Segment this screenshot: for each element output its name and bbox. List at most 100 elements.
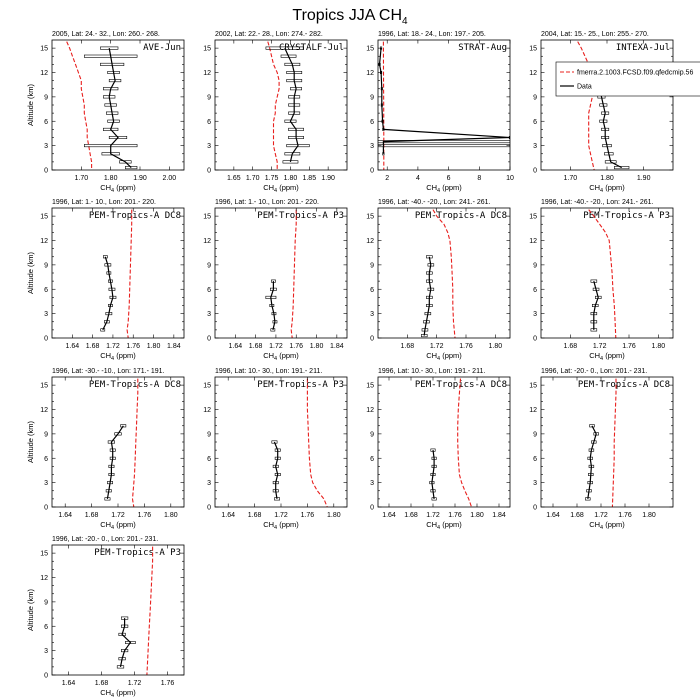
x-axis-label: CH4 (ppm) xyxy=(426,351,462,362)
y-tick-label: 3 xyxy=(44,311,48,318)
figure-title: Tropics JJA CH4 xyxy=(292,7,408,27)
x-axis-label: CH4 (ppm) xyxy=(589,351,625,362)
campaign-label: PEM-Tropics-A P3 xyxy=(94,548,181,558)
y-tick-label: 15 xyxy=(529,383,537,390)
y-tick-label: 6 xyxy=(533,119,537,126)
x-tick-label: 1.80 xyxy=(164,512,178,519)
y-tick-label: 15 xyxy=(40,214,48,221)
panel-header: 1996, Lat: -30.- -10., Lon: 171.- 191. xyxy=(52,368,165,375)
model-line xyxy=(267,41,280,170)
x-tick-label: 8 xyxy=(477,175,481,182)
x-tick-label: 1.68 xyxy=(401,343,415,350)
y-tick-label: 15 xyxy=(203,46,211,53)
y-tick-label: 12 xyxy=(203,238,211,245)
panel: 1996, Lat: -30.- -10., Lon: 171.- 191. PE… xyxy=(26,368,185,531)
x-axis-label: CH4 (ppm) xyxy=(263,351,299,362)
x-tick-label: 1.76 xyxy=(448,512,462,519)
panel-header: 1996, Lat: -20.- 0., Lon: 201.- 231. xyxy=(541,368,647,375)
x-tick-label: 1.80 xyxy=(489,343,503,350)
model-line xyxy=(588,209,617,338)
x-tick-label: 1.90 xyxy=(133,175,147,182)
x-tick-label: 1.84 xyxy=(492,512,506,519)
y-tick-label: 12 xyxy=(40,407,48,414)
x-tick-label: 1.80 xyxy=(642,512,656,519)
x-tick-label: 1.72 xyxy=(594,512,608,519)
y-tick-label: 15 xyxy=(40,383,48,390)
y-tick-label: 15 xyxy=(366,46,374,53)
x-tick-label: 1.80 xyxy=(652,343,666,350)
y-tick-label: 0 xyxy=(44,673,48,680)
panel: 2004, Lat: 15.- 25., Lon: 255.- 270. INTE… xyxy=(529,31,674,194)
y-tick-label: 15 xyxy=(40,46,48,53)
campaign-label: PEM-Tropics-A DC8 xyxy=(89,380,181,390)
axes-frame xyxy=(51,376,185,508)
campaign-label: PEM-Tropics-A DC8 xyxy=(415,211,507,221)
x-tick-label: 1.68 xyxy=(95,680,109,687)
x-tick-label: 1.64 xyxy=(382,512,396,519)
obs-line xyxy=(378,48,510,154)
x-axis-label: CH4 (ppm) xyxy=(589,183,625,194)
x-tick-label: 1.76 xyxy=(126,343,140,350)
y-tick-label: 12 xyxy=(203,70,211,77)
y-tick-label: 9 xyxy=(370,262,374,269)
x-tick-label: 2.00 xyxy=(163,175,177,182)
y-tick-label: 6 xyxy=(207,456,211,463)
x-axis-label: CH4 (ppm) xyxy=(589,520,625,531)
y-tick-label: 15 xyxy=(40,551,48,558)
panel-header: 1996, Lat: 1.- 10., Lon: 201.- 220. xyxy=(52,199,156,206)
y-tick-label: 9 xyxy=(370,431,374,438)
panel-header: 1996, Lat: 18.- 24., Lon: 197.- 205. xyxy=(378,31,486,38)
x-tick-label: 1.68 xyxy=(86,343,100,350)
campaign-label: CRYSTALF-Jul xyxy=(279,43,344,53)
x-tick-label: 1.76 xyxy=(138,512,152,519)
y-tick-label: 12 xyxy=(366,238,374,245)
y-tick-label: 3 xyxy=(533,480,537,487)
obs-line xyxy=(587,425,597,499)
panel-header: 1996, Lat: -40.- -20., Lon: 241.- 261. xyxy=(378,199,491,206)
x-tick-label: 1.80 xyxy=(600,175,614,182)
error-bar xyxy=(613,166,630,170)
panel-grid: 2005, Lat: 24.- 32., Lon: 260.- 268. AVE-… xyxy=(26,31,700,699)
model-line xyxy=(146,546,154,675)
y-tick-label: 6 xyxy=(44,456,48,463)
obs-line xyxy=(270,281,276,331)
panel-header: 2002, Lat: 22.- 28., Lon: 274.- 282. xyxy=(215,31,323,38)
model-line xyxy=(432,209,456,338)
x-tick-label: 1.80 xyxy=(147,343,161,350)
obs-line xyxy=(108,47,132,169)
error-bar xyxy=(125,166,138,170)
y-tick-label: 0 xyxy=(370,168,374,175)
y-tick-label: 0 xyxy=(207,336,211,343)
x-tick-label: 1.76 xyxy=(618,512,632,519)
y-tick-label: 0 xyxy=(533,336,537,343)
obs-line xyxy=(119,618,132,668)
y-tick-label: 6 xyxy=(533,287,537,294)
y-tick-label: 0 xyxy=(44,505,48,512)
model-line xyxy=(306,378,328,507)
y-tick-label: 0 xyxy=(207,168,211,175)
panel: 2002, Lat: 22.- 28., Lon: 274.- 282. CRYS… xyxy=(203,31,348,194)
y-tick-label: 9 xyxy=(44,599,48,606)
panel: 1996, Lat: -40.- -20., Lon: 241.- 261. PE… xyxy=(366,199,511,362)
x-axis-label: CH4 (ppm) xyxy=(426,520,462,531)
campaign-label: INTEXA-Jul xyxy=(616,43,670,53)
y-tick-label: 15 xyxy=(529,46,537,53)
y-tick-label: 9 xyxy=(533,94,537,101)
x-tick-label: 1.70 xyxy=(564,175,578,182)
y-tick-label: 15 xyxy=(203,383,211,390)
obs-line xyxy=(106,425,124,500)
x-tick-label: 1.65 xyxy=(227,175,241,182)
x-tick-label: 1.64 xyxy=(221,512,235,519)
model-line xyxy=(577,41,595,170)
y-axis-label: Altitude (km) xyxy=(26,83,35,126)
y-tick-label: 12 xyxy=(529,407,537,414)
y-tick-label: 12 xyxy=(366,407,374,414)
x-tick-label: 2 xyxy=(385,175,389,182)
y-tick-label: 9 xyxy=(370,94,374,101)
panel-header: 2004, Lat: 15.- 25., Lon: 255.- 270. xyxy=(541,31,649,38)
legend-model-label: fmerra.2.1003.FCSD.f09.qfedcmip.56 xyxy=(577,70,693,77)
x-tick-label: 1.68 xyxy=(564,343,578,350)
axes-frame xyxy=(214,376,348,508)
legend-data-label: Data xyxy=(577,84,592,91)
